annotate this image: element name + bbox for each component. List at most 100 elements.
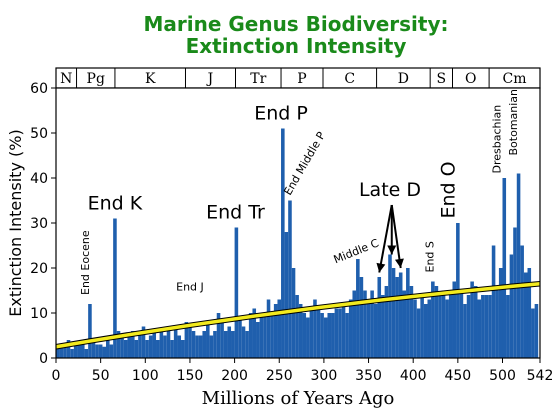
period-label-o: O xyxy=(465,71,476,87)
bar xyxy=(463,304,467,358)
late-d-arrowhead xyxy=(387,245,397,255)
bar xyxy=(59,344,64,358)
bar xyxy=(273,304,278,358)
annotation-late-d: Late D xyxy=(359,179,421,201)
period-label-n: N xyxy=(60,71,72,87)
bar xyxy=(288,200,292,358)
annotation-end-s: End S xyxy=(424,241,437,272)
x-tick-label: 100 xyxy=(132,368,159,384)
bar xyxy=(370,290,374,358)
y-tick-label: 60 xyxy=(30,81,48,97)
bar xyxy=(356,259,360,358)
x-tick-label: 450 xyxy=(444,368,471,384)
bar xyxy=(531,308,535,358)
bar xyxy=(452,281,457,358)
bar xyxy=(448,295,453,358)
bar xyxy=(441,290,446,358)
x-tick-label: 300 xyxy=(311,368,338,384)
bar xyxy=(206,322,210,358)
bar xyxy=(181,340,185,358)
bar xyxy=(91,340,96,358)
bar xyxy=(491,245,496,358)
x-tick-label: 200 xyxy=(221,368,248,384)
bar xyxy=(263,313,267,358)
bar xyxy=(306,317,310,358)
bar xyxy=(534,304,539,358)
x-tick-label: 0 xyxy=(52,368,61,384)
bar xyxy=(223,331,228,358)
bar xyxy=(406,268,410,358)
bar xyxy=(431,281,435,358)
bar xyxy=(413,299,417,358)
bar xyxy=(195,335,199,358)
bar xyxy=(113,218,117,358)
bar xyxy=(152,331,157,358)
bar xyxy=(77,344,82,358)
bar xyxy=(209,335,214,358)
bar xyxy=(345,313,349,358)
y-axis-label: Extinction Intensity (%) xyxy=(6,129,25,316)
bar xyxy=(127,335,132,358)
period-label-s: S xyxy=(437,71,447,87)
bar xyxy=(70,349,74,358)
late-d-arrow xyxy=(378,204,393,273)
bar xyxy=(316,308,321,358)
bar xyxy=(63,346,67,358)
chart-title-line2: Extinction Intensity xyxy=(186,34,407,58)
bar xyxy=(434,286,439,358)
x-tick-label: 542 xyxy=(527,368,554,384)
bar xyxy=(473,286,478,358)
bar xyxy=(481,295,485,358)
bar xyxy=(148,335,153,358)
period-label-c: C xyxy=(344,71,355,87)
annotation-end-p: End P xyxy=(254,103,308,125)
bar xyxy=(395,277,399,358)
annotation-end-tr: End Tr xyxy=(206,202,265,224)
period-label-tr: Tr xyxy=(250,71,266,87)
bar xyxy=(56,349,60,358)
chart-title-line1: Marine Genus Biodiversity: xyxy=(143,12,448,36)
bar xyxy=(477,299,482,358)
bar xyxy=(313,299,317,358)
x-tick-label: 50 xyxy=(92,368,110,384)
bar xyxy=(295,295,299,358)
bar xyxy=(309,308,314,358)
period-label-k: K xyxy=(145,71,156,87)
bar xyxy=(409,286,414,358)
y-tick-label: 20 xyxy=(30,261,48,277)
bar xyxy=(381,295,385,358)
bar xyxy=(277,299,282,358)
bar xyxy=(88,304,92,358)
bar xyxy=(173,326,178,358)
bar xyxy=(384,286,389,358)
late-d-arrowhead xyxy=(394,258,404,268)
extinction-bars xyxy=(56,128,539,358)
bar xyxy=(266,299,271,358)
bar xyxy=(84,349,89,358)
bar xyxy=(241,326,246,358)
bar xyxy=(231,331,235,358)
trend-line xyxy=(55,281,541,350)
bar xyxy=(184,322,189,358)
bar xyxy=(334,308,339,358)
annotation-end-j: End J xyxy=(176,281,204,294)
period-label-d: D xyxy=(398,71,409,87)
bar xyxy=(202,331,207,358)
bar xyxy=(188,326,192,358)
period-label-j: J xyxy=(206,71,214,87)
bar xyxy=(302,313,307,358)
bar xyxy=(466,295,471,358)
bar xyxy=(438,295,442,358)
bar xyxy=(363,290,367,358)
annotation-end-k: End K xyxy=(88,193,143,215)
bar xyxy=(327,313,332,358)
y-tick-label: 0 xyxy=(39,351,48,367)
bar xyxy=(138,335,142,358)
late-d-arrowhead xyxy=(376,262,386,273)
bar xyxy=(402,290,407,358)
bar xyxy=(177,335,182,358)
trend-line-fill xyxy=(55,282,541,349)
bar xyxy=(227,326,232,358)
bar xyxy=(331,313,335,358)
period-label-p: P xyxy=(297,71,306,87)
